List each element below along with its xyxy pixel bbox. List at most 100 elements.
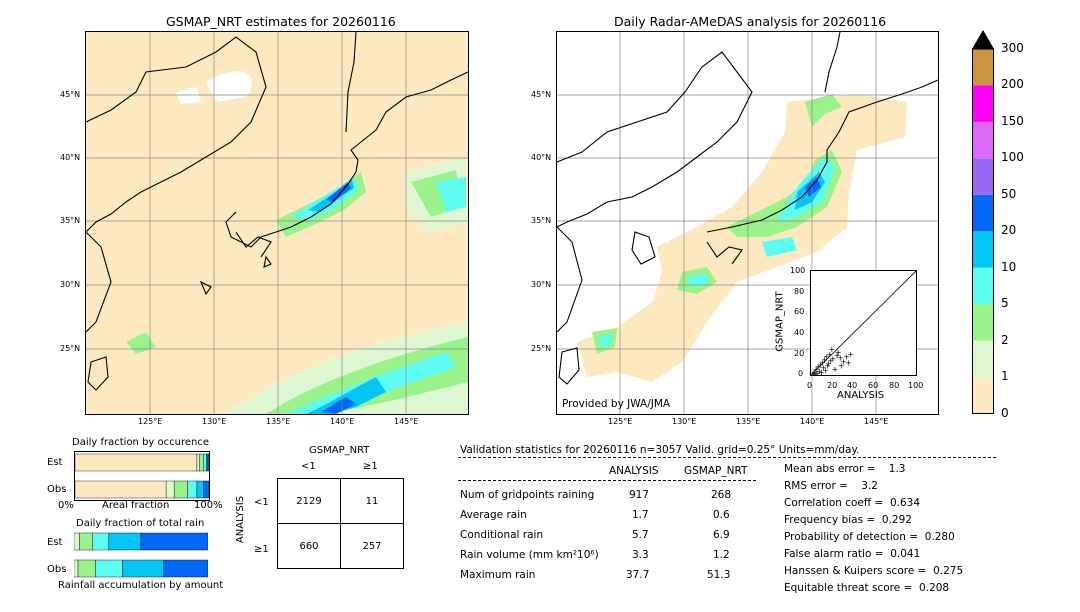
left-rain-patches (126, 71, 468, 414)
colorbar-block (972, 267, 994, 305)
scatter-ytick-40: 40 (794, 328, 805, 337)
stacked-bar-segment (74, 480, 167, 499)
scatter-point: + (847, 350, 854, 359)
left-map-title: GSMAP_NRT estimates for 20260116 (166, 14, 396, 29)
validation-col-analysis: ANALYSIS (609, 465, 659, 477)
stat-label-conditional: Conditional rain (460, 529, 544, 541)
right-coastline (557, 32, 938, 385)
stat-label-gridpoints: Num of gridpoints raining (460, 489, 595, 501)
stacked-bar-segment (92, 532, 110, 551)
scatter-point: + (828, 345, 835, 354)
scatter-point: + (826, 350, 833, 359)
rain-fraction-title: Daily fraction of total rain (76, 518, 205, 529)
colorbar-label: 20 (1001, 223, 1017, 238)
stacked-bar-segment (163, 559, 209, 578)
colorbar-block (972, 85, 994, 122)
scatter-xtick-60: 60 (868, 381, 879, 390)
score-far: False alarm ratio = 0.041 (784, 548, 921, 560)
rain-fraction-chart (73, 531, 209, 579)
contingency-cell-10: 660 (277, 523, 341, 569)
stacked-bar-segment (173, 480, 188, 499)
stat-gsmap-maximum: 51.3 (707, 569, 731, 581)
right-lon-135: 135°E (736, 417, 761, 426)
scatter-point: + (835, 348, 842, 357)
right-lat-45: 45°N (531, 90, 552, 99)
colorbar-label: 10 (1001, 259, 1017, 274)
stat-label-maximum: Maximum rain (460, 569, 536, 581)
right-lat-30: 30°N (531, 280, 552, 289)
stacked-bar-segment (74, 453, 198, 472)
stacked-bar-segment (199, 453, 204, 472)
scatter-point: + (825, 360, 832, 369)
stat-analysis-volume: 3.3 (632, 549, 649, 561)
scatter-diagonal (811, 271, 916, 375)
colorbar-label: 1 (1001, 369, 1009, 384)
contingency-row-title: ANALYSIS (235, 495, 247, 544)
stacked-bar-segment (108, 532, 142, 551)
occurrence-svg (74, 453, 210, 499)
colorbar-block (972, 377, 994, 414)
stat-label-average: Average rain (460, 509, 527, 521)
scatter-xtick-20: 20 (827, 381, 838, 390)
scatter-point: + (814, 369, 821, 375)
stacked-bar-segment (203, 453, 207, 472)
scatter-point: + (820, 364, 827, 373)
scatter-point: + (811, 368, 817, 375)
left-lon-135: 135°E (266, 417, 291, 426)
scatter-point: + (811, 371, 816, 375)
left-map-canvas (86, 32, 468, 414)
score-mae: Mean abs error = 1.3 (784, 463, 906, 475)
scatter-point: + (843, 352, 850, 361)
scatter-x-title: ANALYSIS (837, 390, 885, 401)
score-corr: Correlation coeff = 0.634 (784, 497, 920, 509)
stat-gsmap-average: 0.6 (713, 509, 730, 521)
scatter-xtick-80: 80 (889, 381, 900, 390)
occurrence-x-mid: Areal fraction (102, 500, 170, 511)
scatter-point: + (840, 357, 847, 366)
stacked-bar-segment (165, 480, 175, 499)
stat-analysis-gridpoints: 917 (629, 489, 650, 501)
stacked-bar-segment (73, 532, 80, 551)
scatter-point: + (822, 366, 829, 375)
right-lon-125: 125°E (608, 417, 633, 426)
left-lon-125: 125°E (138, 417, 163, 426)
left-lon-130: 130°E (202, 417, 227, 426)
left-lon-145: 145°E (394, 417, 419, 426)
scatter-xtick-0: 0 (807, 381, 813, 390)
score-ets: Equitable threat score = 0.208 (784, 582, 950, 594)
contingency-cell-01: 11 (340, 478, 404, 524)
right-lon-130: 130°E (672, 417, 697, 426)
scatter-point: + (832, 365, 839, 374)
right-map-credit: Provided by JWA/JMA (562, 398, 671, 410)
scatter-ytick-60: 60 (794, 307, 805, 316)
scatter-point: + (817, 361, 824, 370)
scatter-point: + (834, 351, 841, 360)
contingency-cell-00: 2129 (277, 478, 341, 524)
left-lat-35: 35°N (60, 216, 81, 225)
stacked-bar-segment (73, 559, 79, 578)
contingency-table: 2129 11 660 257 (277, 478, 404, 569)
left-lon-140: 140°E (330, 417, 355, 426)
score-rmse: RMS error = 3.2 (784, 480, 878, 492)
colorbar-block (972, 194, 994, 232)
contingency-col-ge1: ≥1 (363, 461, 378, 472)
left-lat-45: 45°N (60, 90, 81, 99)
right-lon-145: 145°E (864, 417, 889, 426)
rain-fraction-svg (73, 532, 209, 578)
stacked-bar-segment (77, 559, 96, 578)
occurrence-x-left: 0% (58, 500, 74, 511)
stacked-bar-segment (122, 559, 164, 578)
contingency-row-ge1: ≥1 (254, 544, 269, 555)
scatter-point: + (830, 354, 837, 363)
colorbar-label: 2 (1001, 332, 1009, 347)
stat-gsmap-volume: 1.2 (713, 549, 730, 561)
validation-dashed-line (458, 457, 996, 458)
scatter-ytick-0: 0 (798, 369, 804, 378)
colorbar-extend-arrow (972, 30, 994, 49)
stacked-bar-segment (95, 559, 123, 578)
stat-analysis-average: 1.7 (632, 509, 649, 521)
score-pod: Probability of detection = 0.280 (784, 531, 955, 543)
stat-label-volume: Rain volume (mm km²10⁶) (460, 549, 599, 561)
stacked-bar-segment (203, 480, 210, 499)
colorbar-label: 5 (1001, 296, 1009, 311)
